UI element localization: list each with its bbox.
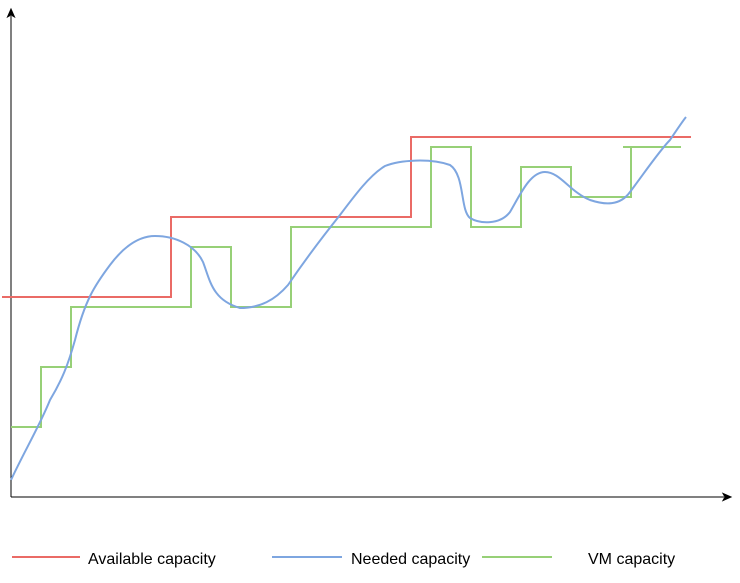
legend-label: Available capacity <box>88 551 216 568</box>
available-capacity-line <box>2 136 691 298</box>
vm-capacity-line <box>11 146 681 428</box>
legend-label: Needed capacity <box>351 551 470 568</box>
legend-label: VM capacity <box>588 551 675 568</box>
needed-capacity-line <box>10 116 687 481</box>
y-arrow <box>6 7 16 19</box>
legend: Available capacity Needed capacity VM ca… <box>12 551 675 568</box>
axes <box>6 7 733 502</box>
x-arrow <box>721 492 733 502</box>
